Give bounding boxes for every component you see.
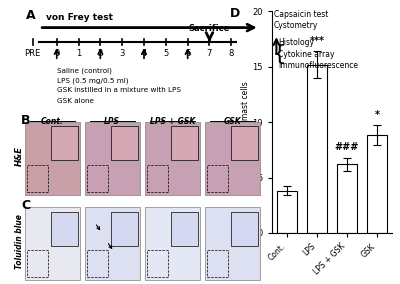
Text: 4: 4 [141,49,147,59]
Text: {: { [273,44,286,64]
Text: H&E: H&E [15,146,24,166]
Text: Toluidin blue: Toluidin blue [15,214,24,269]
Bar [231,212,258,246]
Bar [147,165,168,192]
Text: 8: 8 [228,49,234,59]
Text: Sacrifice: Sacrifice [189,24,230,34]
Bar [207,250,228,277]
Text: GSK instilled in a mixture with LPS: GSK instilled in a mixture with LPS [57,87,181,93]
Bar [87,250,108,277]
Text: 1: 1 [76,49,81,59]
Text: von Frey test: von Frey test [46,13,113,22]
Bar [337,164,357,233]
Text: 2: 2 [98,49,103,59]
Text: 5: 5 [163,49,168,59]
Text: Immunofluorescence: Immunofluorescence [278,61,358,70]
Bar [111,126,138,160]
Text: Cont.: Cont. [41,117,64,126]
Text: Saline (control): Saline (control) [57,67,112,74]
Text: *: * [374,110,379,120]
Bar [231,126,258,160]
Text: PRE: PRE [25,49,41,59]
Bar [171,212,198,246]
Text: GSK: GSK [223,117,241,126]
Bar [87,165,108,192]
Text: 6: 6 [185,49,190,59]
Bar [207,165,228,192]
Bar [205,122,260,195]
Bar [85,207,140,280]
Bar [51,126,78,160]
Text: 3: 3 [120,49,125,59]
Bar [145,122,200,195]
Bar [278,191,297,233]
Text: LPS: LPS [104,117,120,126]
Text: LPS + GSK: LPS + GSK [150,117,195,126]
Text: C: C [21,199,30,212]
Bar [27,165,48,192]
Y-axis label: Number of mast cells: Number of mast cells [241,81,250,163]
Bar [27,250,48,277]
Text: GSK alone: GSK alone [57,98,94,104]
Bar [367,135,386,233]
Text: ***: *** [310,36,324,46]
Text: A: A [26,9,36,22]
Text: 7: 7 [207,49,212,59]
Text: B: B [21,114,30,127]
Bar [145,207,200,280]
Bar [51,212,78,246]
Bar [111,212,138,246]
Bar [205,207,260,280]
Text: D: D [230,7,240,20]
Bar [171,126,198,160]
Bar [307,64,327,233]
Bar [85,122,140,195]
Text: 0: 0 [54,49,59,59]
Text: Histology: Histology [278,38,314,47]
Text: ###: ### [335,142,359,152]
Bar [147,250,168,277]
Bar [25,122,80,195]
Text: LPS (0.5 mg/0.5 ml): LPS (0.5 mg/0.5 ml) [57,77,128,84]
Bar [25,207,80,280]
Text: Capsaicin test: Capsaicin test [274,10,328,19]
Text: Cytokine array: Cytokine array [278,50,334,59]
Text: Cystometry: Cystometry [274,21,318,30]
